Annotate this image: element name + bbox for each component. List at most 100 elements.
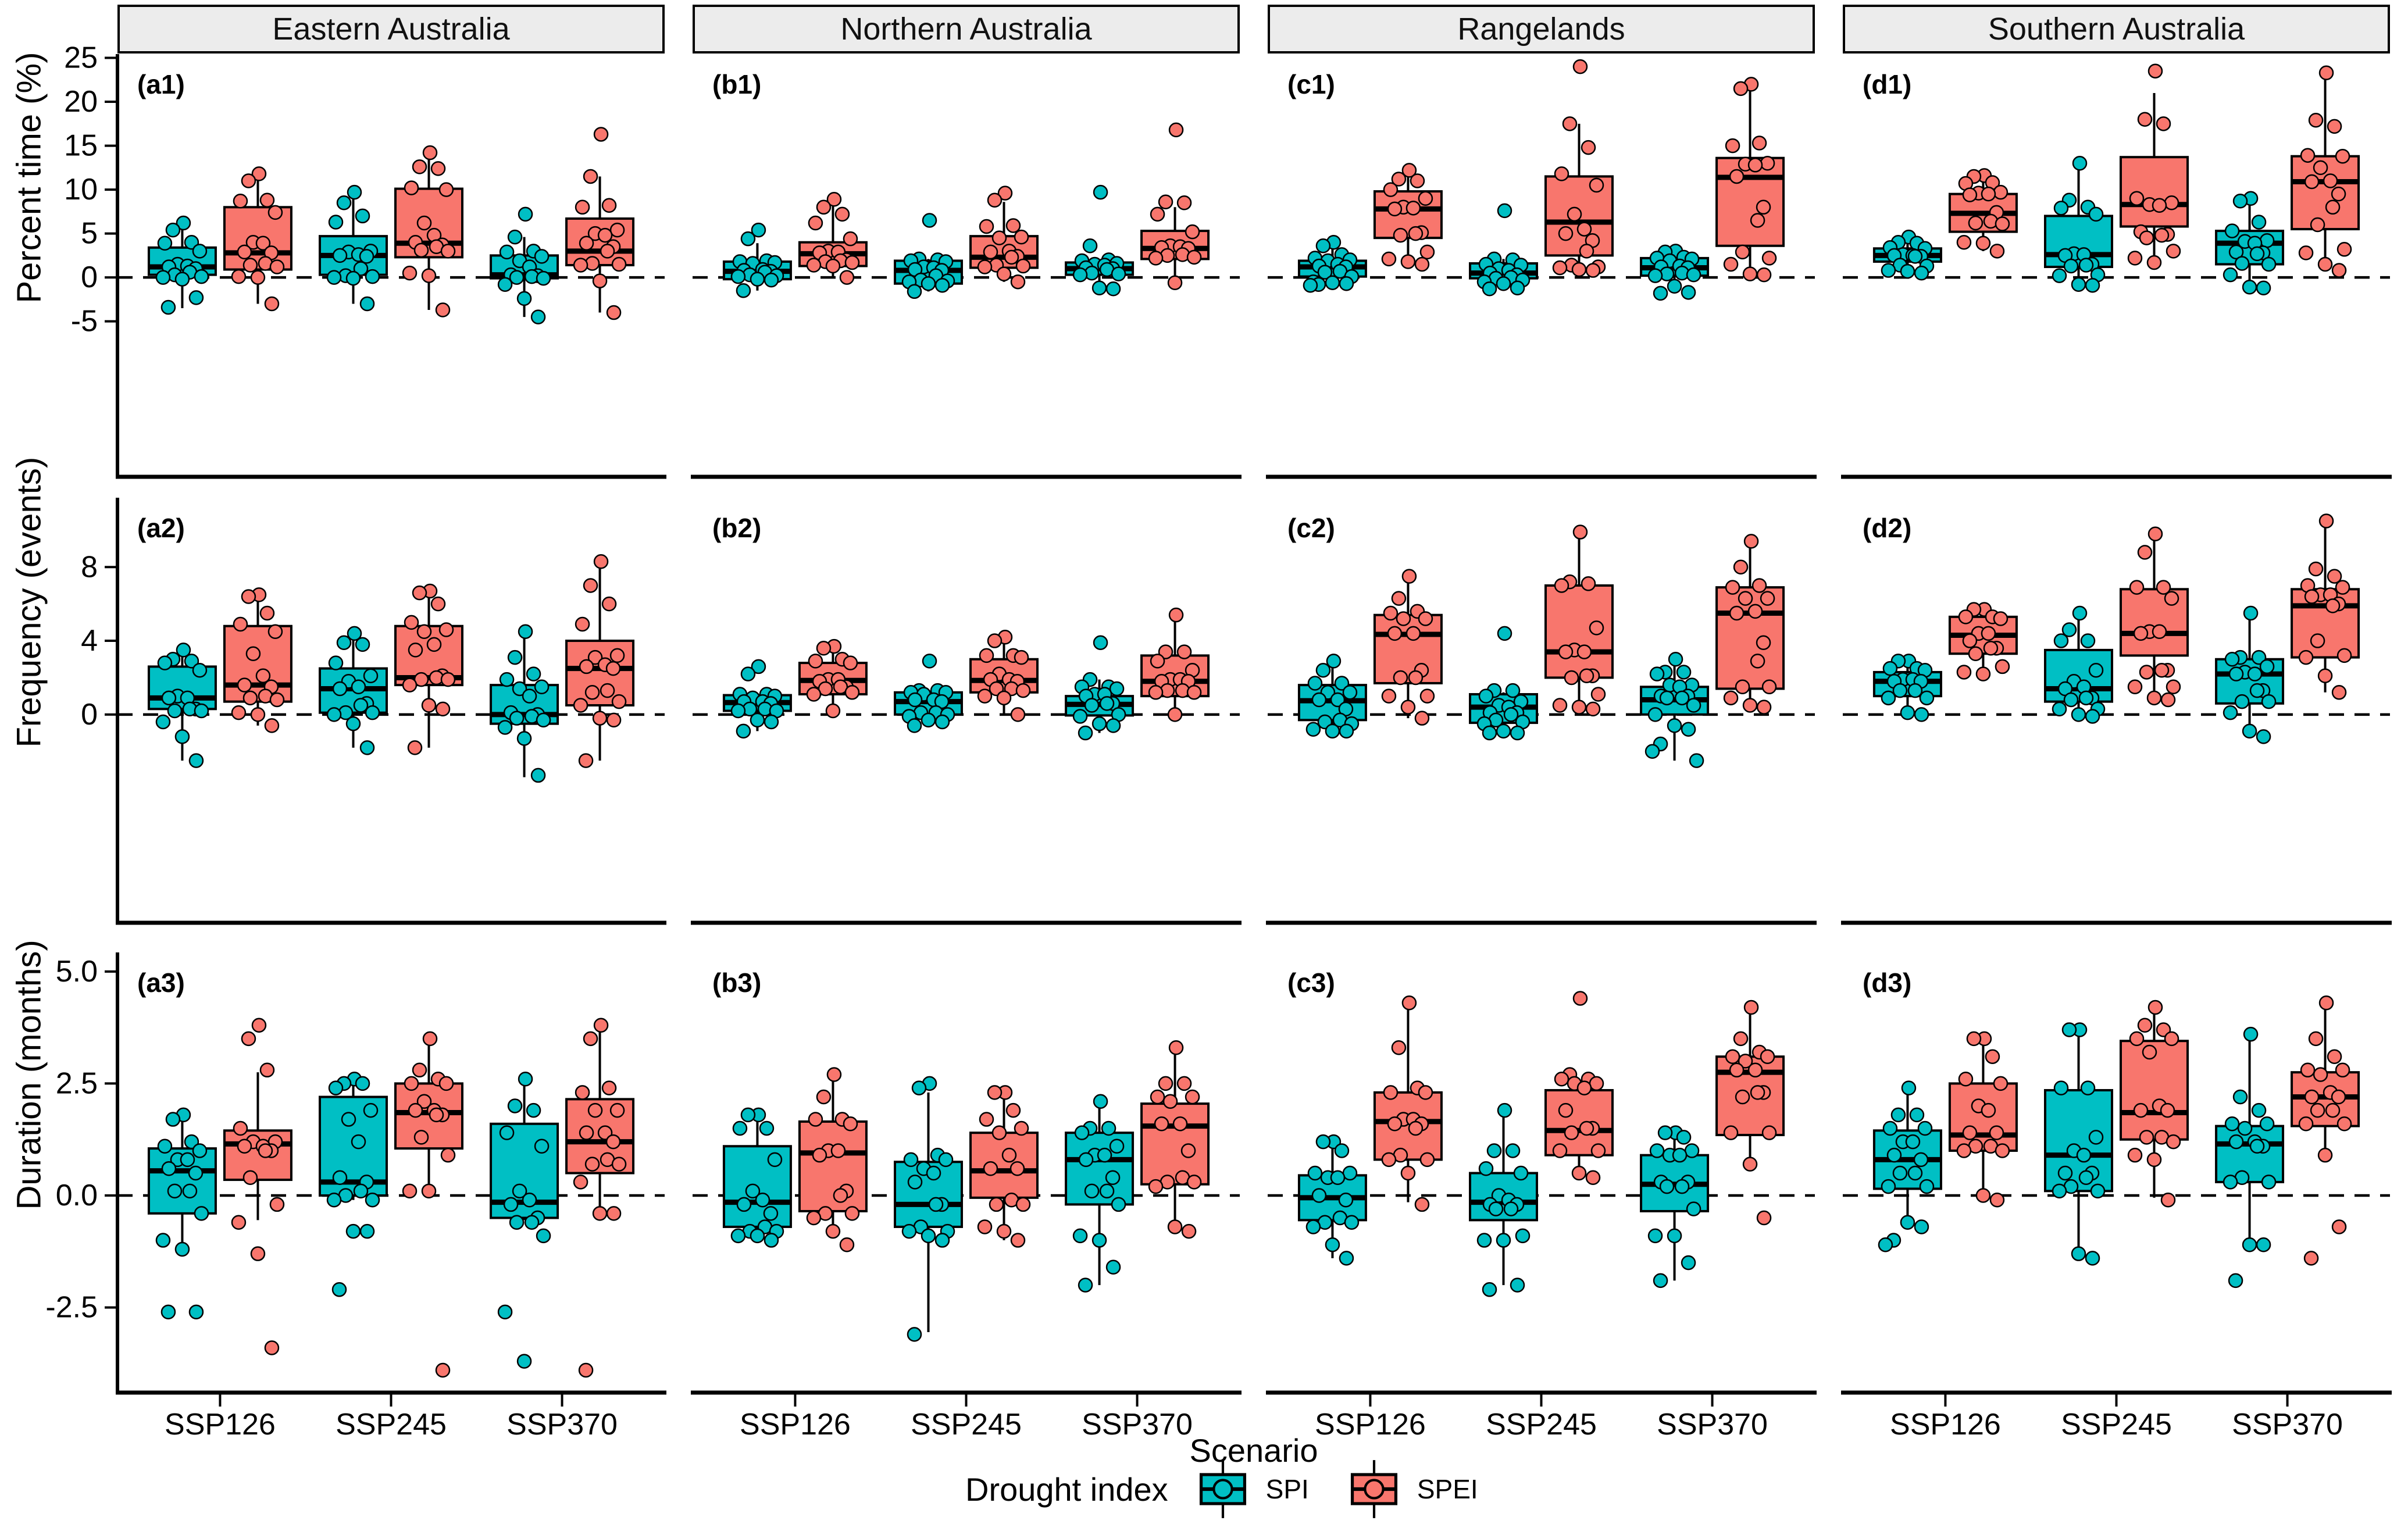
jitter-point xyxy=(258,1143,273,1158)
jitter-point xyxy=(404,1076,419,1091)
jitter-point xyxy=(259,192,275,208)
jitter-point xyxy=(2331,685,2347,700)
jitter-point xyxy=(1410,173,1425,188)
jitter-point xyxy=(1167,707,1183,722)
jitter-point xyxy=(1564,670,1579,686)
facet-strip-label: Rangelands xyxy=(1457,12,1625,47)
jitter-point xyxy=(1647,268,1663,283)
jitter-point xyxy=(826,1067,842,1082)
jitter-point xyxy=(407,740,423,755)
jitter-point xyxy=(155,714,171,730)
facet-strip-label: Southern Australia xyxy=(1988,12,2245,47)
jitter-point xyxy=(764,714,779,730)
jitter-point xyxy=(1418,191,1433,206)
jitter-point xyxy=(2251,215,2267,230)
panel-tag: (c3) xyxy=(1287,968,1335,998)
jitter-point xyxy=(1001,1147,1017,1163)
jitter-point xyxy=(1393,670,1408,686)
jitter-point xyxy=(977,1219,993,1234)
jitter-point xyxy=(1342,685,1358,700)
jitter-point xyxy=(231,269,247,284)
jitter-point xyxy=(155,1233,171,1248)
jitter-point xyxy=(2318,65,2334,80)
jitter-point xyxy=(1148,1179,1164,1194)
jitter-point xyxy=(1729,169,1745,184)
jitter-point xyxy=(1581,140,1596,155)
jitter-point xyxy=(921,276,936,291)
jitter-point xyxy=(2223,267,2238,283)
jitter-point xyxy=(2300,148,2316,163)
jitter-point xyxy=(1400,254,1416,269)
jitter-point xyxy=(259,1062,275,1078)
jitter-point xyxy=(1585,263,1601,278)
jitter-point xyxy=(983,244,998,260)
jitter-point xyxy=(2310,217,2325,233)
jitter-point xyxy=(412,1062,427,1078)
jitter-point xyxy=(1305,722,1321,737)
jitter-point xyxy=(1396,611,1411,626)
jitter-point xyxy=(575,1085,590,1100)
jitter-point xyxy=(907,692,923,708)
jitter-point xyxy=(1414,711,1430,726)
jitter-point xyxy=(1325,723,1340,739)
jitter-point xyxy=(2133,626,2149,641)
box-spei-ssp126 xyxy=(1948,1082,2018,1152)
box-spei-ssp370 xyxy=(1140,1102,1210,1186)
jitter-point xyxy=(1975,1188,1991,1203)
jitter-point xyxy=(592,711,608,726)
jitter-point xyxy=(2331,263,2347,278)
jitter-point xyxy=(2053,633,2069,648)
jitter-point xyxy=(1756,267,1772,283)
jitter-point xyxy=(1995,1143,2010,1158)
jitter-point xyxy=(255,235,271,251)
jitter-point xyxy=(536,270,551,286)
jitter-point xyxy=(996,1223,1012,1239)
jitter-point xyxy=(516,1354,532,1369)
jitter-point xyxy=(764,272,779,288)
jitter-point xyxy=(2336,1116,2352,1132)
y-axis-title-frequency: Frequency (events) xyxy=(10,456,48,748)
jitter-point xyxy=(1989,1192,2005,1208)
jitter-point xyxy=(413,672,429,687)
jitter-point xyxy=(1478,688,1494,704)
jitter-point xyxy=(2166,679,2181,695)
jitter-point xyxy=(1109,1138,1125,1154)
jitter-point xyxy=(1383,605,1399,621)
jitter-point xyxy=(983,1161,998,1176)
jitter-point xyxy=(1414,1197,1430,1212)
jitter-point xyxy=(2078,690,2094,706)
jitter-point xyxy=(1078,1277,1093,1293)
jitter-point xyxy=(1733,559,1749,575)
jitter-point xyxy=(2164,1031,2179,1047)
jitter-point xyxy=(1581,576,1596,591)
jitter-point xyxy=(341,1112,356,1127)
jitter-point xyxy=(1995,216,2010,231)
jitter-point xyxy=(1725,1049,1740,1064)
jitter-point xyxy=(2085,1251,2100,1266)
jitter-point xyxy=(2146,690,2162,706)
jitter-point xyxy=(1307,676,1323,691)
jitter-point xyxy=(1761,679,1777,695)
jitter-point xyxy=(1589,1076,1604,1091)
jitter-point xyxy=(2154,663,2170,678)
jitter-point xyxy=(1503,1201,1519,1216)
jitter-point xyxy=(1735,244,1750,260)
jitter-point xyxy=(1653,285,1668,301)
jitter-point xyxy=(1751,578,1767,593)
jitter-point xyxy=(1647,707,1663,722)
jitter-point xyxy=(2147,1000,2163,1015)
jitter-point xyxy=(2261,694,2277,709)
jitter-point xyxy=(1497,203,1512,219)
legend-key-point-spei xyxy=(1364,1479,1385,1500)
jitter-point xyxy=(421,698,437,713)
jitter-point xyxy=(430,161,446,176)
jitter-point xyxy=(1162,1094,1178,1109)
jitter-point xyxy=(2304,589,2320,604)
boxplot-glyph-icon xyxy=(1350,1460,1397,1518)
jitter-point xyxy=(740,231,756,247)
jitter-point xyxy=(1579,244,1594,259)
jitter-point xyxy=(2313,160,2328,176)
jitter-point xyxy=(1681,722,1696,737)
jitter-point xyxy=(2242,1237,2257,1252)
jitter-point xyxy=(1093,184,1108,200)
